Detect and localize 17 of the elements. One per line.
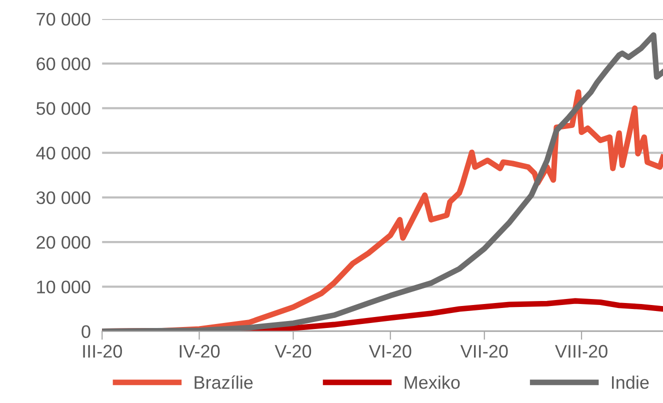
y-tick-label: 70 000 xyxy=(36,12,90,26)
x-tick-label: VII-20 xyxy=(460,344,508,358)
y-tick-label: 20 000 xyxy=(36,236,90,249)
y-tick-label: 30 000 xyxy=(36,191,90,204)
legend-label: Brazílie xyxy=(194,375,253,389)
y-tick-label: 60 000 xyxy=(36,57,90,70)
x-tick-label: VIII-20 xyxy=(555,344,608,358)
y-tick-label: 0 xyxy=(82,325,90,338)
x-tick-label: III-20 xyxy=(83,344,122,358)
x-tick-label: IV-20 xyxy=(180,344,220,358)
y-tick-label: 50 000 xyxy=(36,102,90,115)
legend-label: Mexiko xyxy=(404,376,460,389)
x-tick-label: V-20 xyxy=(274,344,312,358)
x-tick-label: VI-20 xyxy=(368,344,412,358)
legend-label: Indie xyxy=(612,376,649,389)
y-tick-label: 40 000 xyxy=(36,146,90,160)
y-tick-label: 10 000 xyxy=(37,280,90,294)
